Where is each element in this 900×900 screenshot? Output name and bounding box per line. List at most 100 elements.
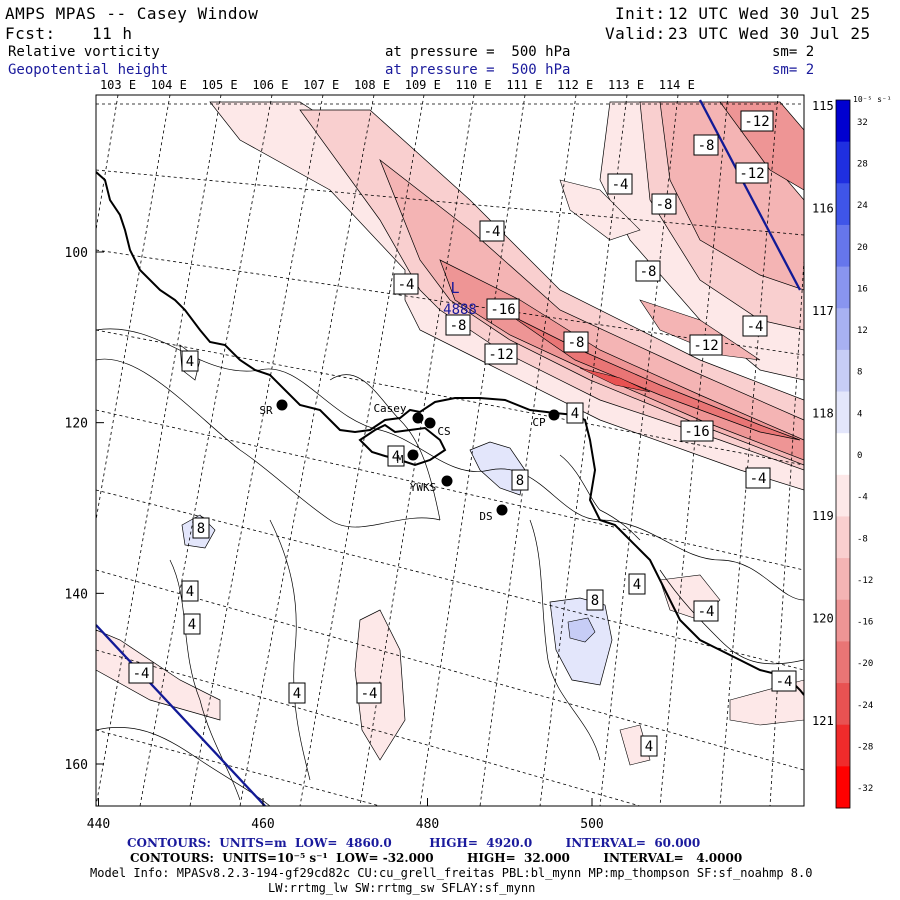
- contour-label: 4: [566, 402, 584, 424]
- field1-level: at pressure = 500 hPa: [385, 44, 571, 60]
- contour-label-box: [479, 220, 505, 242]
- contour-label-box: [635, 260, 661, 282]
- contour-label-box: [742, 315, 768, 337]
- valid-label: Valid:: [605, 24, 666, 43]
- contour-label-text: -4: [612, 177, 629, 193]
- contour-label: -12: [740, 110, 774, 132]
- model-title: AMPS MPAS -- Casey Window: [5, 4, 259, 23]
- contour-label: 4: [181, 350, 199, 372]
- contour-label-box: [563, 331, 589, 353]
- contour-label-text: 4: [392, 449, 400, 465]
- colorbar-tick-label: -24: [857, 701, 873, 711]
- contour-label-box: [445, 314, 471, 336]
- contour-label-text: -4: [361, 686, 378, 702]
- x-axis: 440 460 480 500: [87, 798, 604, 832]
- contour-label-text: -12: [739, 166, 764, 182]
- colorbar-segment: [836, 266, 850, 309]
- field2-level: at pressure = 500 hPa: [385, 62, 571, 78]
- station-marker: [276, 399, 288, 411]
- contour-label: -4: [479, 220, 505, 242]
- colorbar-frame: [835, 99, 851, 809]
- contour-label: 4: [640, 735, 658, 757]
- model-info: Model Info: MPASv8.2.3-194-gf29cd82c CU:…: [90, 866, 813, 880]
- contour-label: -12: [484, 343, 518, 365]
- colorbar-tick-label: -16: [857, 618, 873, 628]
- top-lon-label: 113 E: [608, 78, 644, 92]
- contour-label-text: 4: [186, 584, 194, 600]
- station-marker: [424, 417, 436, 429]
- contour-label-text: -16: [490, 302, 515, 318]
- contours-height-info: CONTOURS: UNITS=m LOW= 4860.0 HIGH= 4920…: [127, 836, 701, 850]
- contour-label: 4: [387, 445, 405, 467]
- contour-label-text: -4: [747, 319, 764, 335]
- colorbar-tick-label: -4: [857, 493, 868, 503]
- contour-label: -4: [128, 662, 154, 684]
- contour-label-box: [566, 402, 584, 424]
- colorbar-tick-label: -12: [857, 576, 873, 586]
- fcst-value: 11 h: [92, 24, 133, 43]
- station-marker: [496, 504, 508, 516]
- contour-label-box: [356, 682, 382, 704]
- contour-label-box: [735, 162, 769, 184]
- colorbar-tick-label: 32: [857, 118, 868, 128]
- colorbar-segment: [836, 516, 850, 559]
- contour-label-box: [689, 334, 723, 356]
- colorbar-segment: [836, 183, 850, 226]
- contour-label-text: -8: [450, 318, 467, 334]
- contour-label-text: -12: [693, 338, 718, 354]
- station-label: DS: [479, 510, 492, 523]
- contour-label: -8: [651, 193, 677, 215]
- contour-label-text: 8: [516, 473, 524, 489]
- contour-label: -4: [607, 173, 633, 195]
- field2-name: Geopotential height: [8, 62, 169, 78]
- contour-label-text: 4: [188, 617, 196, 633]
- contour-label: 4: [628, 573, 646, 595]
- top-lon-label: 112 E: [557, 78, 593, 92]
- contour-labels: -12 -8 -12 -4 -8 -4 -8 -4 -16 -8 -4 -12 -8 -12 4 4 -16 4 -…: [128, 110, 797, 757]
- colorbar-segment: [836, 599, 850, 642]
- station-marker: [548, 409, 560, 421]
- contour-label-box: [680, 420, 714, 442]
- colorbar-segment: [836, 349, 850, 393]
- colorbar-segment: [836, 308, 850, 351]
- station-marker: [407, 449, 419, 461]
- colorbar-segment: [836, 141, 850, 184]
- contours-vorticity-info: CONTOURS: UNITS=10⁻⁵ s⁻¹ LOW= -32.000 HI…: [130, 851, 743, 865]
- contour-label: 4: [183, 613, 201, 635]
- y-tick-label: 100: [65, 246, 88, 261]
- contour-label-text: 4: [293, 686, 301, 702]
- top-lon-label: 111 E: [506, 78, 542, 92]
- colorbar-segment: [836, 683, 850, 726]
- contour-label-box: [181, 580, 199, 602]
- colorbar-unit: 10⁻⁵ s⁻¹: [853, 95, 892, 104]
- contour-label-box: [740, 110, 774, 132]
- field1-name: Relative vorticity: [8, 44, 160, 60]
- contour-label-text: -4: [484, 224, 501, 240]
- valid-time: 23 UTC Wed 30 Jul 25: [668, 24, 871, 43]
- top-lon-label: 109 E: [405, 78, 441, 92]
- contour-label: -12: [735, 162, 769, 184]
- plot-frame: [95, 94, 805, 807]
- colorbar-segment: [836, 641, 850, 684]
- station-label: CP: [532, 416, 546, 429]
- contour-label-text: -4: [750, 471, 767, 487]
- contour-label: 8: [511, 469, 529, 491]
- station-label: YWKS: [410, 481, 437, 494]
- station-label: M: [397, 453, 404, 466]
- contour-label-box: [628, 573, 646, 595]
- low-center-label: L: [450, 279, 459, 297]
- contour-label: -16: [680, 420, 714, 442]
- contour-label-box: [486, 298, 520, 320]
- contour-label: -4: [745, 467, 771, 489]
- low-pressure-center: L 4888: [443, 279, 477, 318]
- contour-label-box: [607, 173, 633, 195]
- contour-label: -4: [356, 682, 382, 704]
- x-tick-label: 500: [580, 817, 603, 832]
- geopotential-contours: [96, 99, 802, 806]
- contour-label-box: [192, 517, 210, 539]
- contour-label-box: [181, 350, 199, 372]
- top-lon-label: 114 E: [659, 78, 695, 92]
- stations: SR Casey CS CP M YWKS DS: [259, 399, 560, 523]
- colorbar-tick-label: 20: [857, 243, 868, 253]
